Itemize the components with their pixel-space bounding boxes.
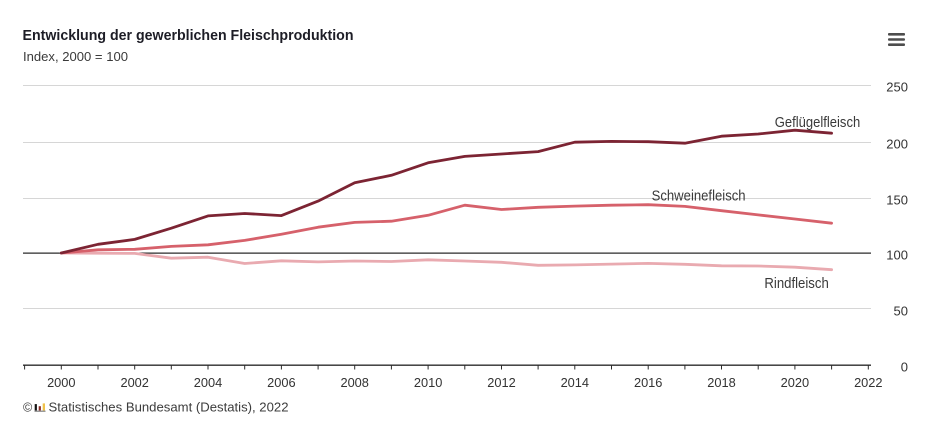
svg-text:2014: 2014 (561, 375, 589, 390)
svg-text:2020: 2020 (781, 375, 809, 390)
svg-text:2002: 2002 (120, 375, 148, 390)
svg-text:250: 250 (886, 79, 908, 94)
svg-text:Entwicklung der gewerblichen F: Entwicklung der gewerblichen Fleischprod… (23, 28, 354, 44)
svg-text:Statistisches Bundesamt (Desta: Statistisches Bundesamt (Destatis), 2022 (49, 401, 289, 415)
svg-text:2004: 2004 (194, 375, 222, 390)
svg-text:2010: 2010 (414, 375, 442, 390)
svg-text:Rindfleisch: Rindfleisch (764, 276, 828, 292)
svg-text:2012: 2012 (487, 375, 515, 390)
svg-text:2016: 2016 (634, 375, 662, 390)
svg-text:150: 150 (886, 192, 908, 207)
svg-text:2006: 2006 (267, 375, 295, 390)
svg-text:Index, 2000 = 100: Index, 2000 = 100 (23, 49, 128, 64)
svg-text:100: 100 (886, 247, 908, 262)
svg-text:2000: 2000 (47, 375, 75, 390)
svg-text:200: 200 (886, 136, 908, 151)
svg-text:50: 50 (894, 303, 908, 318)
svg-text:Schweinefleisch: Schweinefleisch (652, 188, 746, 204)
svg-text:2022: 2022 (854, 375, 882, 390)
svg-text:©: © (23, 401, 33, 415)
svg-text:2008: 2008 (340, 375, 368, 390)
svg-text:2018: 2018 (707, 375, 735, 390)
svg-text:0: 0 (901, 359, 908, 374)
svg-text:Geflügelfleisch: Geflügelfleisch (775, 115, 860, 131)
